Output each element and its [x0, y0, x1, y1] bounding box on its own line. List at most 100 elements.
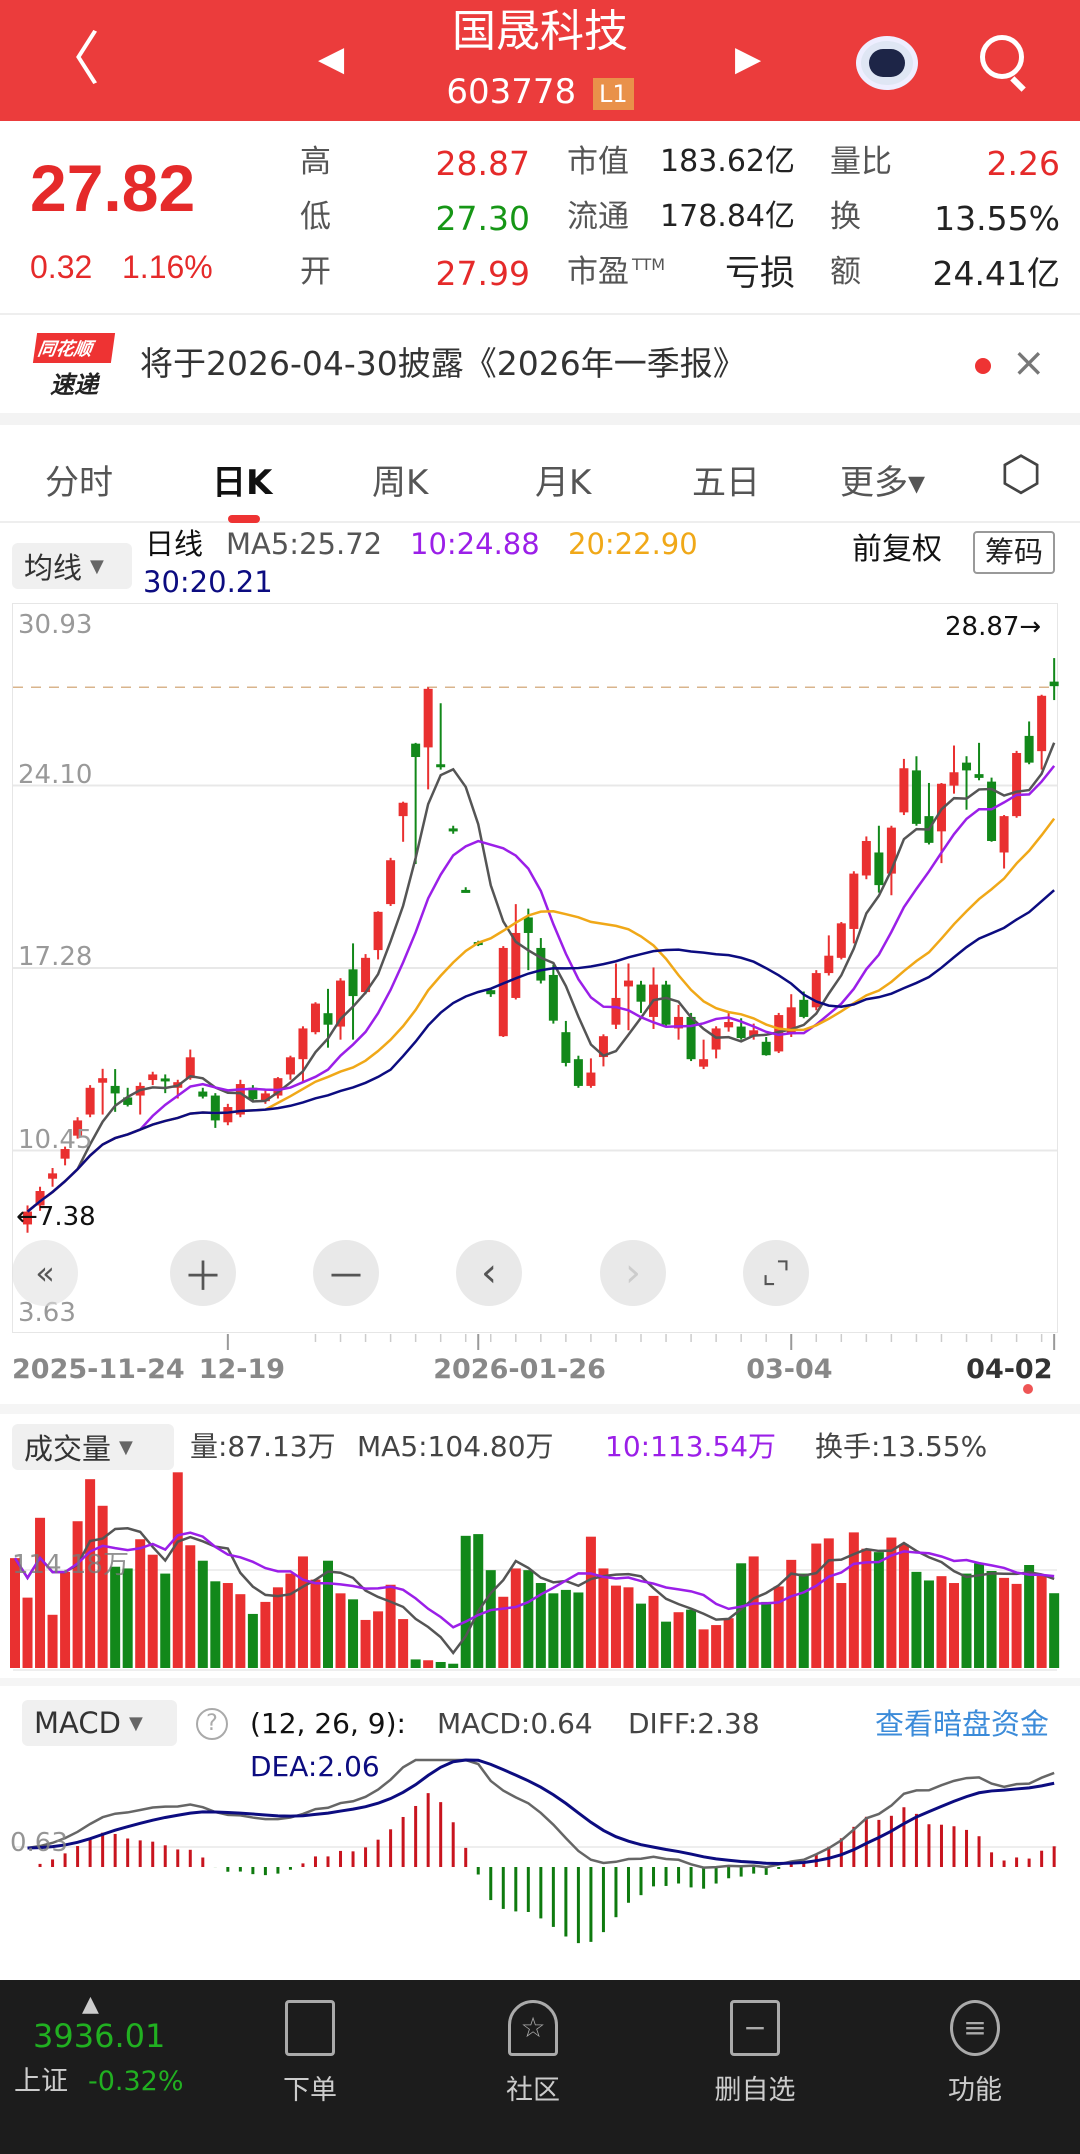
- scroll-left-button[interactable]: ‹: [456, 1240, 522, 1306]
- ma20-line: [26, 817, 1056, 1213]
- diff-readout: DIFF:2.38: [628, 1707, 760, 1740]
- volume-ma10-readout: 10:113.54万: [605, 1430, 777, 1463]
- scroll-left-fast-button[interactable]: «: [12, 1240, 78, 1306]
- candle-up: [886, 827, 896, 874]
- candle-down: [248, 1087, 258, 1100]
- candle-down: [210, 1095, 220, 1121]
- tab-weekly-k[interactable]: 周K: [372, 463, 429, 503]
- settings-icon[interactable]: ⬡: [1000, 446, 1042, 502]
- tab-monthly-k[interactable]: 月K: [535, 463, 592, 503]
- volume-bar: [285, 1573, 296, 1668]
- candle-down: [123, 1097, 133, 1105]
- zoom-in-button[interactable]: ＋: [170, 1240, 236, 1306]
- candle-up: [999, 816, 1009, 853]
- ma-dropdown[interactable]: 均线 ▼: [12, 543, 132, 589]
- volume-dropdown[interactable]: 成交量 ▼: [12, 1424, 174, 1470]
- candle-up: [85, 1087, 95, 1115]
- stock-code: 603778: [446, 72, 577, 112]
- volume-bar: [585, 1536, 596, 1668]
- menu-icon: ≡: [950, 2000, 1000, 2056]
- close-icon[interactable]: ×: [1012, 340, 1046, 386]
- candle-up: [273, 1078, 283, 1096]
- volume-bar: [460, 1535, 471, 1668]
- chips-button[interactable]: 筹码: [973, 531, 1056, 574]
- volume-bar: [936, 1576, 947, 1668]
- candle-down: [799, 999, 809, 1017]
- robot-assistant-icon[interactable]: [856, 36, 918, 90]
- volume-bar: [523, 1570, 534, 1668]
- candle-up: [786, 1007, 796, 1035]
- functions-label: 功能: [948, 2075, 1002, 2106]
- x-tick-label: 03-04: [746, 1354, 833, 1385]
- prev-stock-icon[interactable]: ◀: [318, 39, 345, 79]
- volume-bar: [373, 1611, 384, 1668]
- level-badge: L1: [592, 77, 634, 110]
- quote-label: 开: [300, 254, 331, 290]
- order-label: 下单: [283, 2075, 337, 2106]
- tab-more[interactable]: 更多▾: [840, 463, 926, 503]
- candle-up: [298, 1028, 308, 1060]
- volume-bar: [648, 1595, 659, 1668]
- candle-up: [586, 1072, 596, 1086]
- dea-readout: DEA:2.06: [250, 1750, 380, 1783]
- logo-bottom: 速递: [50, 371, 98, 399]
- ma-dropdown-label: 均线: [24, 551, 83, 585]
- functions-button[interactable]: ≡ 功能: [915, 2000, 1035, 2107]
- tab-five-day[interactable]: 五日: [692, 463, 760, 503]
- candle-up: [899, 768, 909, 813]
- ma10-line: [26, 765, 1056, 1213]
- candle-down: [636, 984, 646, 1002]
- candle-down: [536, 947, 546, 981]
- volume-bar: [22, 1597, 33, 1668]
- remove-watchlist-button[interactable]: − 删自选: [695, 2000, 815, 2107]
- tab-daily-k[interactable]: 日K: [212, 463, 273, 503]
- notice-banner[interactable]: 同花顺 速递 将于2026-04-30披露《2026年一季报》 ×: [0, 313, 1080, 413]
- candle-down: [523, 917, 533, 933]
- help-icon[interactable]: ?: [196, 1708, 228, 1740]
- tab-intraday[interactable]: 分时: [45, 463, 113, 503]
- volume-readout: 量:87.13万: [190, 1430, 336, 1463]
- community-button[interactable]: ☆ 社区: [473, 2000, 593, 2107]
- notice-text[interactable]: 将于2026-04-30披露《2026年一季报》: [140, 344, 746, 383]
- back-icon[interactable]: 〈: [42, 25, 101, 93]
- next-stock-icon[interactable]: ▶: [735, 39, 762, 79]
- volume-bar: [610, 1585, 621, 1668]
- candle-up: [699, 1059, 709, 1067]
- candle-up: [824, 955, 834, 974]
- stock-code-row: 603778 L1: [0, 72, 1080, 112]
- community-label: 社区: [506, 2075, 560, 2106]
- price-change: 0.32: [30, 249, 93, 285]
- fullscreen-button[interactable]: ⌞⌝: [743, 1240, 809, 1306]
- volume-bar: [310, 1579, 321, 1668]
- candle-down: [110, 1085, 120, 1094]
- volume-bar: [535, 1583, 546, 1668]
- index-value[interactable]: 3936.01: [33, 2017, 166, 2055]
- volume-bar: [172, 1472, 183, 1668]
- volume-bar: [623, 1587, 634, 1668]
- candle-up: [711, 1028, 721, 1050]
- ma5-line: [26, 742, 1056, 1213]
- candle-up: [861, 840, 871, 876]
- volume-bar: [210, 1581, 221, 1668]
- volume-bar: [323, 1560, 333, 1668]
- volume-bar: [723, 1618, 734, 1668]
- dark-pool-link[interactable]: 查看暗盘资金: [875, 1707, 1050, 1741]
- quote-label: 低: [300, 199, 331, 235]
- volume-bar: [222, 1583, 233, 1668]
- ma10-readout: 10:24.88: [410, 527, 540, 561]
- scroll-right-button[interactable]: ›: [600, 1240, 666, 1306]
- candle-up: [1037, 695, 1047, 752]
- volume-bar: [848, 1532, 859, 1668]
- macd-dropdown[interactable]: MACD ▼: [22, 1700, 177, 1746]
- volume-bar: [999, 1577, 1010, 1668]
- candle-up: [373, 911, 383, 951]
- zoom-out-button[interactable]: －: [313, 1240, 379, 1306]
- search-icon[interactable]: [980, 35, 1024, 79]
- candle-up: [235, 1084, 245, 1115]
- adjust-mode[interactable]: 前复权: [852, 532, 942, 567]
- kline-chart-area[interactable]: [12, 603, 1058, 1333]
- volume-ma5-readout: MA5:104.80万: [357, 1430, 554, 1463]
- order-button[interactable]: 下单: [250, 2000, 370, 2107]
- candle-down: [736, 1026, 746, 1039]
